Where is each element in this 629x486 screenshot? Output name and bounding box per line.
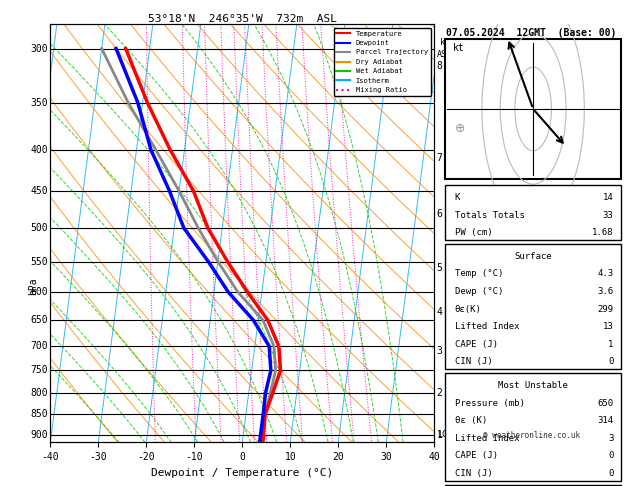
- Text: Surface: Surface: [515, 252, 552, 261]
- Text: 1.68: 1.68: [592, 228, 613, 237]
- Text: 4.3: 4.3: [598, 270, 613, 278]
- Text: 300: 300: [30, 44, 48, 53]
- Text: © weatheronline.co.uk: © weatheronline.co.uk: [482, 431, 580, 440]
- Text: hPa: hPa: [28, 278, 38, 295]
- Text: 7: 7: [437, 153, 443, 163]
- Text: Lifted Index: Lifted Index: [455, 434, 519, 443]
- Text: 8: 8: [437, 61, 443, 70]
- Bar: [445, 39, 621, 179]
- Text: 1: 1: [437, 430, 443, 439]
- Text: CIN (J): CIN (J): [455, 357, 492, 366]
- Text: Lifted Index: Lifted Index: [455, 322, 519, 331]
- Text: 3: 3: [608, 434, 613, 443]
- Text: 13: 13: [603, 322, 613, 331]
- Text: LCL: LCL: [437, 430, 452, 439]
- Text: Dewp (°C): Dewp (°C): [455, 287, 503, 296]
- Text: 400: 400: [30, 145, 48, 155]
- Text: 3: 3: [437, 346, 443, 356]
- Text: 314: 314: [598, 416, 613, 425]
- Text: 6: 6: [437, 208, 443, 219]
- Text: θε (K): θε (K): [455, 416, 487, 425]
- Text: 650: 650: [598, 399, 613, 408]
- Text: 07.05.2024  12GMT  (Base: 00): 07.05.2024 12GMT (Base: 00): [446, 29, 616, 38]
- Text: 14: 14: [603, 193, 613, 202]
- Bar: [445, 373, 621, 481]
- Text: 650: 650: [30, 315, 48, 325]
- Text: 850: 850: [30, 410, 48, 419]
- Bar: [445, 485, 621, 486]
- Text: K: K: [455, 193, 460, 202]
- Text: 600: 600: [30, 287, 48, 297]
- Text: 550: 550: [30, 257, 48, 266]
- Text: 750: 750: [30, 365, 48, 376]
- Text: 33: 33: [603, 210, 613, 220]
- Text: 4: 4: [437, 307, 443, 317]
- Text: Pressure (mb): Pressure (mb): [455, 399, 525, 408]
- Bar: [445, 244, 621, 369]
- Text: 800: 800: [30, 388, 48, 398]
- Text: 5: 5: [437, 263, 443, 273]
- Text: 1: 1: [608, 340, 613, 349]
- Text: 3.6: 3.6: [598, 287, 613, 296]
- Bar: [445, 185, 621, 240]
- Text: CAPE (J): CAPE (J): [455, 340, 498, 349]
- Text: 0: 0: [608, 469, 613, 478]
- Text: 0: 0: [608, 451, 613, 460]
- Text: PW (cm): PW (cm): [455, 228, 492, 237]
- Text: Most Unstable: Most Unstable: [498, 381, 568, 390]
- Text: 900: 900: [30, 430, 48, 439]
- Text: θε(K): θε(K): [455, 305, 481, 313]
- Text: CAPE (J): CAPE (J): [455, 451, 498, 460]
- X-axis label: Dewpoint / Temperature (°C): Dewpoint / Temperature (°C): [151, 468, 333, 478]
- Y-axis label: Mixing Ratio (g/kg): Mixing Ratio (g/kg): [0, 182, 9, 284]
- Text: ASL: ASL: [437, 50, 452, 59]
- Text: CIN (J): CIN (J): [455, 469, 492, 478]
- Text: 700: 700: [30, 341, 48, 351]
- Text: 299: 299: [598, 305, 613, 313]
- Text: 0: 0: [608, 357, 613, 366]
- Text: km: km: [440, 38, 450, 47]
- Text: 2: 2: [437, 388, 443, 398]
- Text: Temp (°C): Temp (°C): [455, 270, 503, 278]
- Text: kt: kt: [453, 43, 464, 53]
- Text: 450: 450: [30, 186, 48, 196]
- Text: ⊕: ⊕: [455, 122, 465, 135]
- Text: Totals Totals: Totals Totals: [455, 210, 525, 220]
- Title: 53°18'N  246°35'W  732m  ASL: 53°18'N 246°35'W 732m ASL: [148, 14, 337, 23]
- Text: 350: 350: [30, 98, 48, 108]
- Legend: Temperature, Dewpoint, Parcel Trajectory, Dry Adiabat, Wet Adiabat, Isotherm, Mi: Temperature, Dewpoint, Parcel Trajectory…: [333, 28, 431, 96]
- Text: 500: 500: [30, 223, 48, 233]
